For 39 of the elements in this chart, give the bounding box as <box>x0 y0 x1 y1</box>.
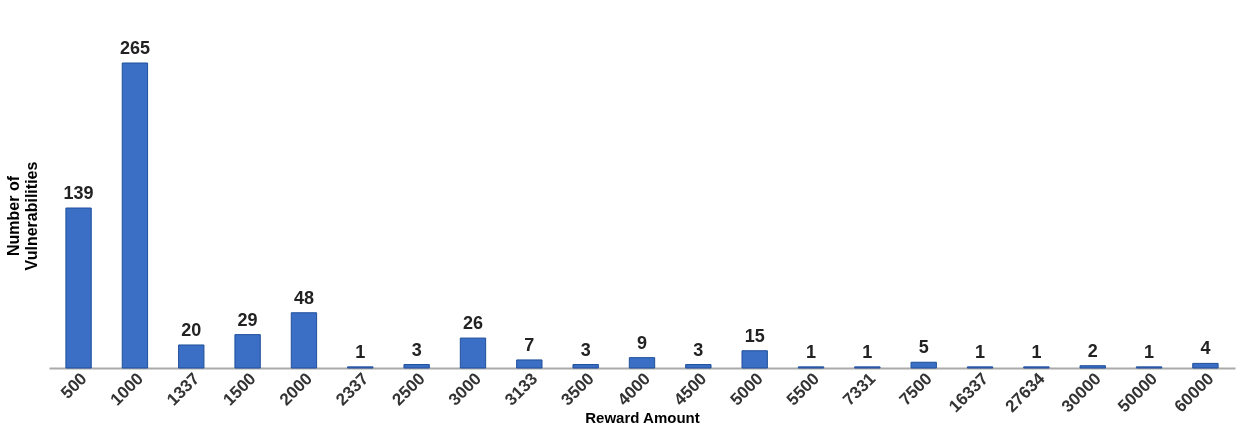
bar <box>403 364 430 369</box>
bar <box>65 207 92 369</box>
bar <box>628 357 656 369</box>
bar <box>516 359 543 369</box>
data-label: 4 <box>1200 338 1211 359</box>
data-label: 7 <box>524 334 535 355</box>
data-label: 29 <box>237 309 258 330</box>
data-label: 20 <box>181 319 202 340</box>
bar <box>290 312 318 369</box>
bar <box>741 350 768 369</box>
x-axis-title: Reward Amount <box>585 409 700 427</box>
data-label: 265 <box>119 38 150 58</box>
data-label: 48 <box>293 287 314 308</box>
data-label: 1 <box>1031 341 1042 362</box>
bar <box>572 364 599 369</box>
data-label: 2 <box>1087 340 1098 361</box>
bar <box>178 344 205 369</box>
data-label: 1 <box>806 341 817 362</box>
data-label: 3 <box>411 339 422 360</box>
bar <box>685 364 712 369</box>
data-label: 26 <box>462 313 483 334</box>
bar <box>910 361 937 369</box>
data-label: 1 <box>862 341 873 362</box>
data-label: 15 <box>744 325 765 346</box>
data-label: 1 <box>975 341 986 362</box>
bar <box>459 337 487 369</box>
bar <box>1079 365 1106 369</box>
y-axis-title: Number of Vulnerabilities <box>4 161 40 271</box>
data-label: 139 <box>63 183 94 204</box>
bar <box>1192 362 1219 369</box>
x-tick-label: 500 <box>57 369 91 403</box>
data-label: 3 <box>580 339 591 360</box>
data-label: 9 <box>636 332 648 353</box>
data-label: 5 <box>918 337 929 358</box>
data-label: 1 <box>1144 341 1155 362</box>
bar <box>234 334 261 369</box>
data-label: 1 <box>355 341 366 362</box>
bar <box>121 62 149 369</box>
data-label: 3 <box>693 339 704 360</box>
